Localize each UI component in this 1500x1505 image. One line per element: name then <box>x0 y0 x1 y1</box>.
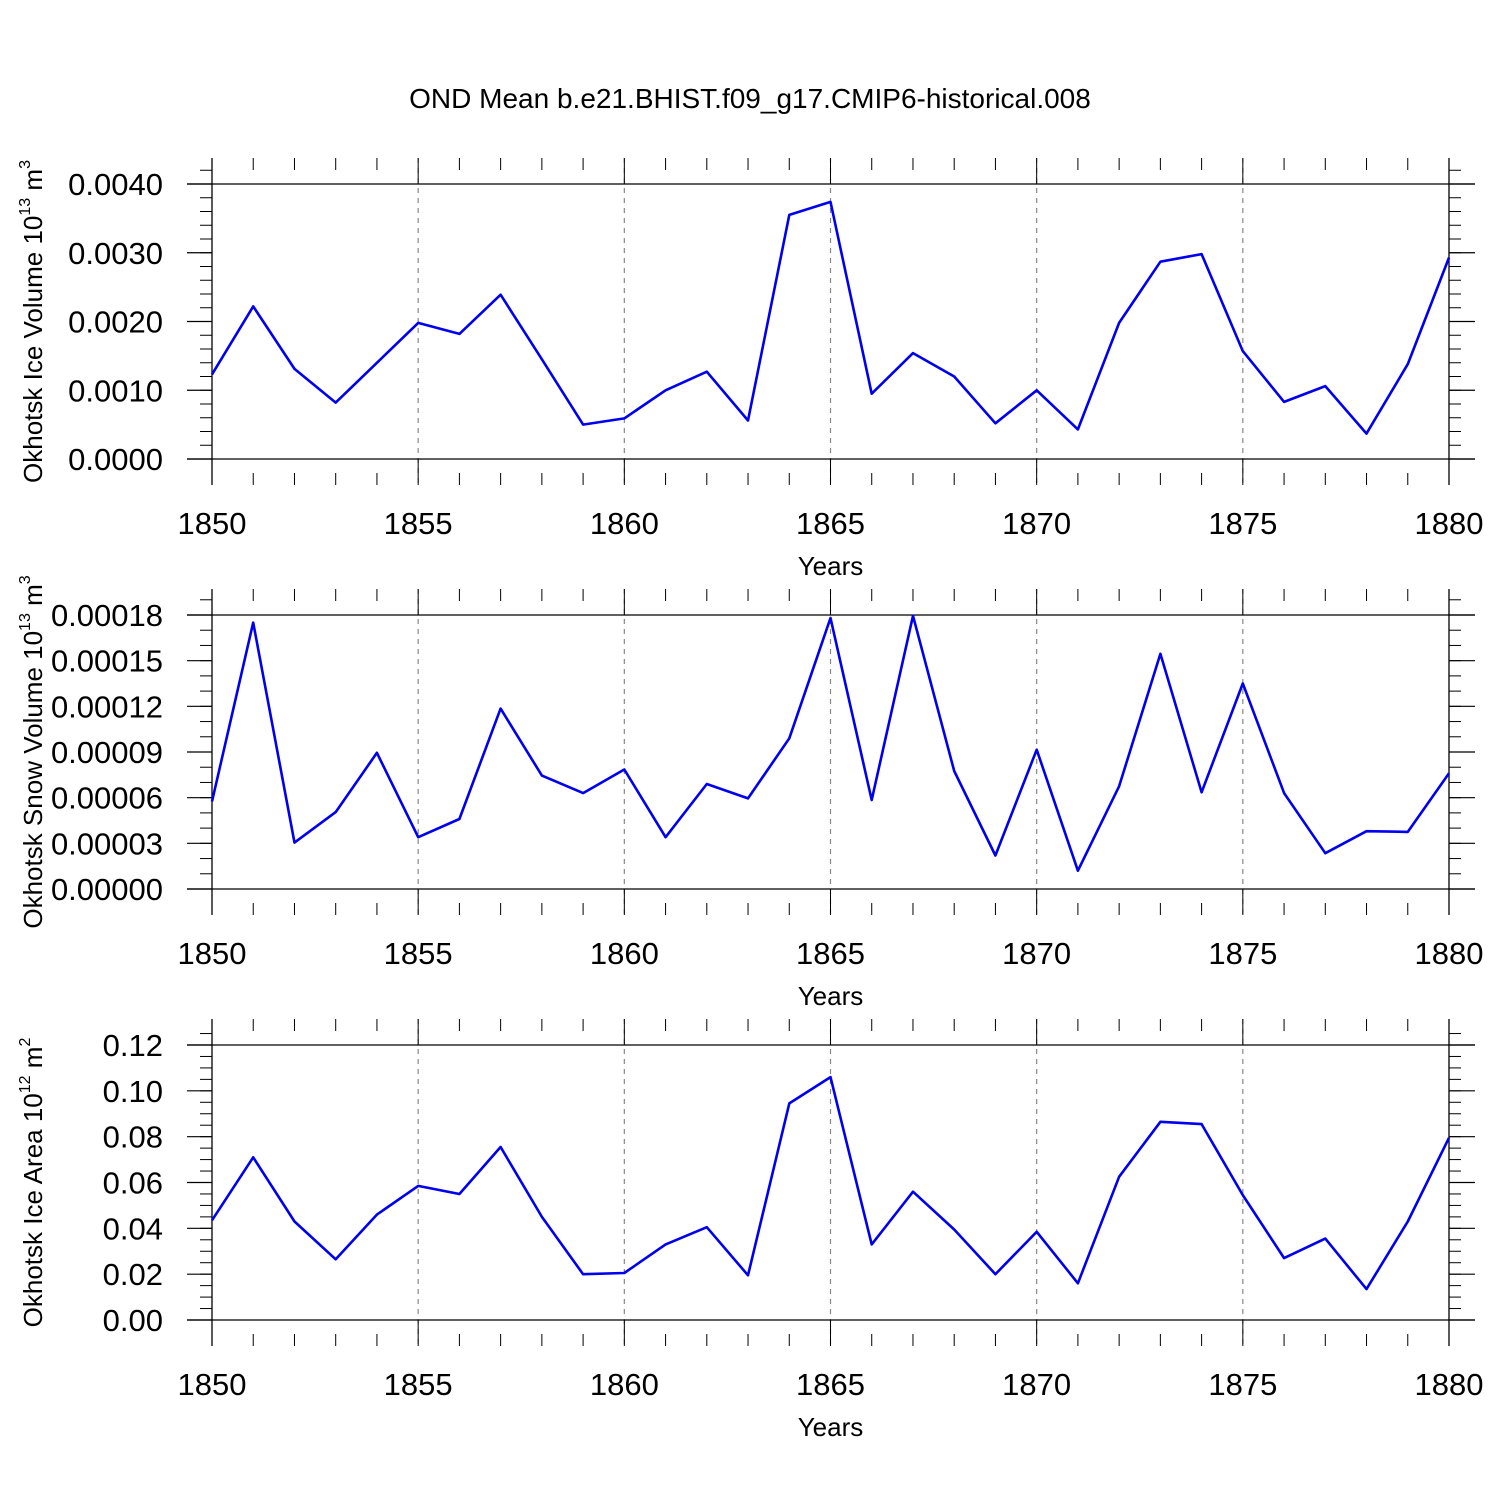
y-tick-label: 0.00009 <box>51 735 163 770</box>
y-axis-label-unit: m <box>18 584 48 613</box>
x-tick-label: 1855 <box>384 936 453 971</box>
x-tick-label: 1850 <box>178 936 247 971</box>
x-tick-label: 1865 <box>796 936 865 971</box>
x-tick-label: 1870 <box>1002 936 1071 971</box>
x-axis-label: Years <box>798 551 864 581</box>
y-tick-label: 0.08 <box>103 1120 163 1155</box>
x-tick-label: 1850 <box>178 1367 247 1402</box>
y-tick-label: 0.12 <box>103 1028 163 1063</box>
x-tick-label: 1865 <box>796 1367 865 1402</box>
y-axis-label-exponent: 13 <box>17 613 34 631</box>
y-tick-label: 0.0010 <box>68 373 163 408</box>
y-axis-label-main: Okhotsk Ice Area 10 <box>18 1093 48 1327</box>
y-axis-label-unit: m <box>18 1047 48 1076</box>
y-axis-label-unit-exponent: 3 <box>17 160 34 169</box>
y-axis-label: Okhotsk Ice Volume 1013 m3 <box>17 160 48 483</box>
y-tick-label: 0.00003 <box>51 826 163 861</box>
y-tick-label: 0.0020 <box>68 305 163 340</box>
y-tick-label: 0.0000 <box>68 442 163 477</box>
y-tick-label: 0.00000 <box>51 872 163 907</box>
y-axis-label-main: Okhotsk Ice Volume 10 <box>18 216 48 483</box>
x-tick-label: 1865 <box>796 506 865 541</box>
y-tick-label: 0.06 <box>103 1166 163 1201</box>
y-tick-label: 0.0040 <box>68 167 163 202</box>
figure-title: OND Mean b.e21.BHIST.f09_g17.CMIP6-histo… <box>409 83 1091 114</box>
y-tick-label: 0.02 <box>103 1257 163 1292</box>
y-axis-label: Okhotsk Snow Volume 1013 m3 <box>17 575 48 928</box>
x-tick-label: 1870 <box>1002 1367 1071 1402</box>
series-line <box>210 200 1451 435</box>
y-tick-label: 0.04 <box>103 1211 163 1246</box>
panel-1: 0.0000 0.0010 0.0020 0.0030 0.0040 1850 1855 18… <box>17 158 1483 581</box>
y-axis-label: Okhotsk Ice Area 1012 m2 <box>17 1038 48 1328</box>
x-tick-label: 1860 <box>590 1367 659 1402</box>
y-tick-label: 0.00015 <box>51 644 163 679</box>
x-tick-label: 1880 <box>1415 506 1484 541</box>
series-line <box>210 1075 1451 1291</box>
panel-2: 0.00000 0.00003 0.00006 0.00009 0.00012 0.000… <box>17 575 1483 1011</box>
x-tick-label: 1855 <box>384 1367 453 1402</box>
y-tick-label: 0.00012 <box>51 689 163 724</box>
y-axis-label-unit: m <box>18 169 48 198</box>
x-tick-label: 1880 <box>1415 1367 1484 1402</box>
x-axis-label: Years <box>798 1412 864 1442</box>
x-tick-label: 1875 <box>1208 506 1277 541</box>
panel-3: 0.00 0.02 0.04 0.06 0.08 0.10 0.12 1850 1855 1860… <box>17 1019 1483 1442</box>
y-tick-label: 0.00018 <box>51 598 163 633</box>
y-tick-label: 0.10 <box>103 1074 163 1109</box>
series-line <box>210 614 1451 873</box>
y-axis-label-main: Okhotsk Snow Volume 10 <box>18 631 48 929</box>
y-tick-label: 0.00 <box>103 1303 163 1338</box>
x-tick-label: 1875 <box>1208 936 1277 971</box>
y-axis-label-exponent: 13 <box>17 198 34 216</box>
y-tick-label: 0.0030 <box>68 236 163 271</box>
y-axis-label-exponent: 12 <box>17 1075 34 1093</box>
y-axis-label-unit-exponent: 2 <box>17 1038 34 1047</box>
y-tick-label: 0.00006 <box>51 781 163 816</box>
x-tick-label: 1870 <box>1002 506 1071 541</box>
y-axis-label-unit-exponent: 3 <box>17 575 34 584</box>
x-tick-label: 1860 <box>590 936 659 971</box>
x-tick-label: 1850 <box>178 506 247 541</box>
x-tick-label: 1860 <box>590 506 659 541</box>
x-tick-label: 1855 <box>384 506 453 541</box>
x-tick-label: 1880 <box>1415 936 1484 971</box>
x-tick-label: 1875 <box>1208 1367 1277 1402</box>
x-axis-label: Years <box>798 981 864 1011</box>
